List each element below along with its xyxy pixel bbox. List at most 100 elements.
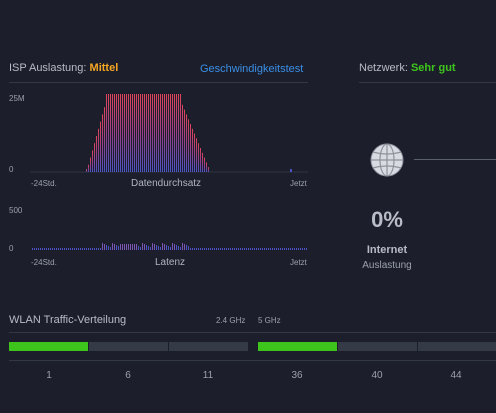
latency-bar — [44, 248, 45, 250]
latency-bar — [262, 248, 263, 250]
latency-bar — [174, 244, 175, 250]
latency-bar — [282, 248, 283, 250]
latency-bar — [78, 248, 79, 250]
latency-bar — [304, 248, 305, 250]
latency-bar — [154, 244, 155, 250]
throughput-bar — [132, 94, 133, 172]
throughput-bar — [156, 94, 157, 172]
latency-bar — [192, 248, 193, 250]
latency-bar — [234, 248, 235, 250]
latency-bar — [56, 248, 57, 250]
latency-bar — [60, 248, 61, 250]
latency-bar — [120, 244, 121, 250]
internet-label: Internet — [366, 244, 408, 256]
latency-bar — [110, 247, 111, 250]
throughput-bar — [138, 94, 139, 172]
throughput-bar — [176, 94, 177, 172]
latency-bar — [298, 248, 299, 250]
latency-bar — [166, 245, 167, 250]
throughput-y-max: 25M — [9, 94, 25, 103]
latency-bar — [188, 246, 189, 250]
throughput-bar — [164, 94, 165, 172]
latency-bar — [114, 244, 115, 250]
latency-y-min: 0 — [9, 244, 14, 253]
throughput-bar — [198, 143, 199, 172]
latency-bar — [290, 248, 291, 250]
latency-bar — [228, 248, 229, 250]
latency-bar — [182, 243, 183, 250]
latency-bar — [148, 246, 149, 250]
globe-icon[interactable] — [369, 142, 405, 178]
latency-bar — [96, 248, 97, 250]
latency-bar — [302, 248, 303, 250]
throughput-y-min: 0 — [9, 165, 14, 174]
latency-bar — [152, 243, 153, 250]
wlan-header-divider — [9, 332, 496, 333]
latency-bar — [156, 245, 157, 250]
latency-bar — [164, 244, 165, 250]
throughput-bar — [190, 124, 191, 172]
latency-bar — [134, 244, 135, 250]
throughput-bar — [120, 94, 121, 172]
latency-bar — [300, 248, 301, 250]
isp-header-divider — [9, 82, 308, 83]
latency-bar — [76, 248, 77, 250]
latency-bar — [146, 245, 147, 250]
latency-bar — [204, 248, 205, 250]
latency-bar — [306, 248, 307, 250]
latency-bar — [218, 248, 219, 250]
latency-bar — [210, 248, 211, 250]
throughput-bar — [182, 104, 183, 172]
latency-bar — [172, 243, 173, 250]
throughput-bar — [110, 94, 111, 172]
latency-y-max: 500 — [9, 206, 23, 215]
latency-bar — [270, 248, 271, 250]
latency-bar — [138, 246, 139, 250]
network-title: Netzwerk: Sehr gut — [359, 62, 456, 74]
latency-bar — [122, 244, 123, 250]
throughput-x-end: Jetzt — [290, 179, 307, 188]
throughput-bar — [126, 94, 127, 172]
throughput-bar — [134, 94, 135, 172]
latency-bar — [278, 248, 279, 250]
throughput-bar — [116, 94, 117, 172]
throughput-bar — [290, 169, 292, 172]
latency-bar — [224, 248, 225, 250]
latency-bar — [214, 248, 215, 250]
channel-label: 1 — [46, 370, 52, 381]
throughput-bar — [104, 107, 105, 172]
band-24-label: 2.4 GHz — [216, 316, 246, 325]
throughput-bar — [174, 94, 175, 172]
latency-bar — [222, 248, 223, 250]
throughput-bar — [122, 94, 123, 172]
throughput-bar — [160, 94, 161, 172]
latency-bar — [230, 248, 231, 250]
latency-bar — [194, 248, 195, 250]
throughput-bar — [148, 94, 149, 172]
throughput-bar — [178, 94, 179, 172]
latency-bar — [94, 248, 95, 250]
latency-bar — [288, 248, 289, 250]
latency-bar — [118, 246, 119, 250]
throughput-bar — [168, 94, 169, 172]
channel-label: 44 — [450, 370, 462, 381]
throughput-bar — [206, 162, 207, 172]
throughput-bar — [158, 94, 159, 172]
isp-usage-label: ISP Auslastung: — [9, 62, 87, 74]
latency-bar — [226, 248, 227, 250]
throughput-bar — [208, 167, 209, 172]
latency-bar — [104, 244, 105, 250]
speedtest-link[interactable]: Geschwindigkeitstest — [200, 63, 304, 75]
latency-bar — [170, 247, 171, 250]
throughput-bar — [92, 150, 93, 172]
throughput-bar — [96, 136, 97, 172]
channel-label: 36 — [291, 370, 303, 381]
latency-bar — [186, 245, 187, 250]
latency-bar — [38, 248, 39, 250]
latency-bar — [144, 244, 145, 250]
latency-bar — [86, 248, 87, 250]
latency-bar — [70, 248, 71, 250]
throughput-bar — [90, 157, 91, 172]
channel-label: 40 — [371, 370, 383, 381]
throughput-bar — [140, 94, 141, 172]
